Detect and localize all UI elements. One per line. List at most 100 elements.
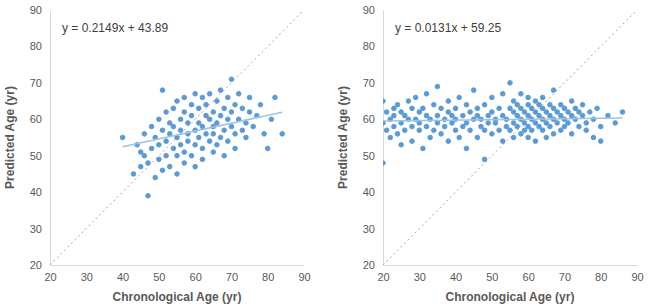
point (548, 102, 553, 107)
point (424, 91, 429, 96)
point (392, 124, 397, 129)
point (432, 102, 437, 107)
point (189, 102, 194, 107)
point (569, 99, 574, 104)
point (262, 132, 267, 137)
tick-label: 80 (595, 271, 607, 283)
trend-line (383, 118, 622, 121)
point (569, 132, 574, 137)
point (251, 124, 256, 129)
point (577, 124, 582, 129)
point (490, 110, 495, 115)
point (533, 121, 538, 126)
point (548, 124, 553, 129)
point (559, 113, 564, 118)
point (157, 142, 162, 147)
point (157, 117, 162, 122)
tick: 40 (117, 265, 129, 283)
point (247, 95, 252, 100)
point (446, 139, 451, 144)
point (559, 128, 564, 133)
point (533, 110, 538, 115)
point (548, 113, 553, 118)
point (464, 121, 469, 126)
point (569, 113, 574, 118)
point (529, 106, 534, 111)
point (193, 164, 198, 169)
point (566, 110, 571, 115)
point (189, 113, 194, 118)
point (182, 110, 187, 115)
point (453, 128, 458, 133)
point (508, 128, 513, 133)
point (200, 95, 205, 100)
chart-panel: 20304050607080902030405060708090y = 0.21… (3, 4, 311, 304)
point (490, 132, 495, 137)
tick-label: 70 (363, 77, 375, 89)
point (215, 121, 220, 126)
tick-label: 80 (262, 271, 274, 283)
point (233, 102, 238, 107)
point (178, 117, 183, 122)
point (395, 102, 400, 107)
tick-label: 80 (30, 40, 42, 52)
point (240, 128, 245, 133)
point (244, 135, 249, 140)
point (402, 128, 407, 133)
identity-line (383, 10, 637, 265)
point (160, 168, 165, 173)
point (182, 95, 187, 100)
point (544, 121, 549, 126)
point (515, 102, 520, 107)
point (537, 124, 542, 129)
tick: 20 (363, 259, 383, 271)
point (435, 121, 440, 126)
point (226, 95, 231, 100)
point (229, 124, 234, 129)
point (149, 146, 154, 151)
point (233, 132, 238, 137)
tick: 30 (363, 223, 383, 235)
tick: 70 (226, 265, 238, 283)
point (595, 106, 600, 111)
point (540, 95, 545, 100)
point (233, 146, 238, 151)
trend-line (123, 112, 283, 146)
tick-label: 40 (30, 186, 42, 198)
point (504, 124, 509, 129)
point (146, 161, 151, 166)
point (479, 124, 484, 129)
point (511, 121, 516, 126)
point (508, 81, 513, 86)
point (533, 139, 538, 144)
point (482, 102, 487, 107)
point (417, 110, 422, 115)
point (226, 139, 231, 144)
x-axis-title: Chronological Age (yr) (113, 290, 242, 304)
point (247, 110, 252, 115)
point (229, 77, 234, 82)
point (182, 150, 187, 155)
point (446, 110, 451, 115)
point (383, 161, 385, 166)
point (453, 117, 458, 122)
point (171, 124, 176, 129)
point (120, 135, 125, 140)
point (526, 95, 531, 100)
point (175, 172, 180, 177)
y-axis: 2030405060708090 (363, 4, 384, 271)
point (551, 88, 556, 93)
tick: 80 (595, 265, 607, 283)
point (204, 113, 209, 118)
tick-label: 30 (414, 271, 426, 283)
point (486, 113, 491, 118)
point (157, 157, 162, 162)
tick: 70 (363, 77, 383, 89)
point (598, 124, 603, 129)
point (540, 106, 545, 111)
tick-label: 40 (117, 271, 129, 283)
tick: 80 (30, 40, 50, 52)
tick-label: 40 (363, 186, 375, 198)
point (175, 99, 180, 104)
point (222, 106, 227, 111)
